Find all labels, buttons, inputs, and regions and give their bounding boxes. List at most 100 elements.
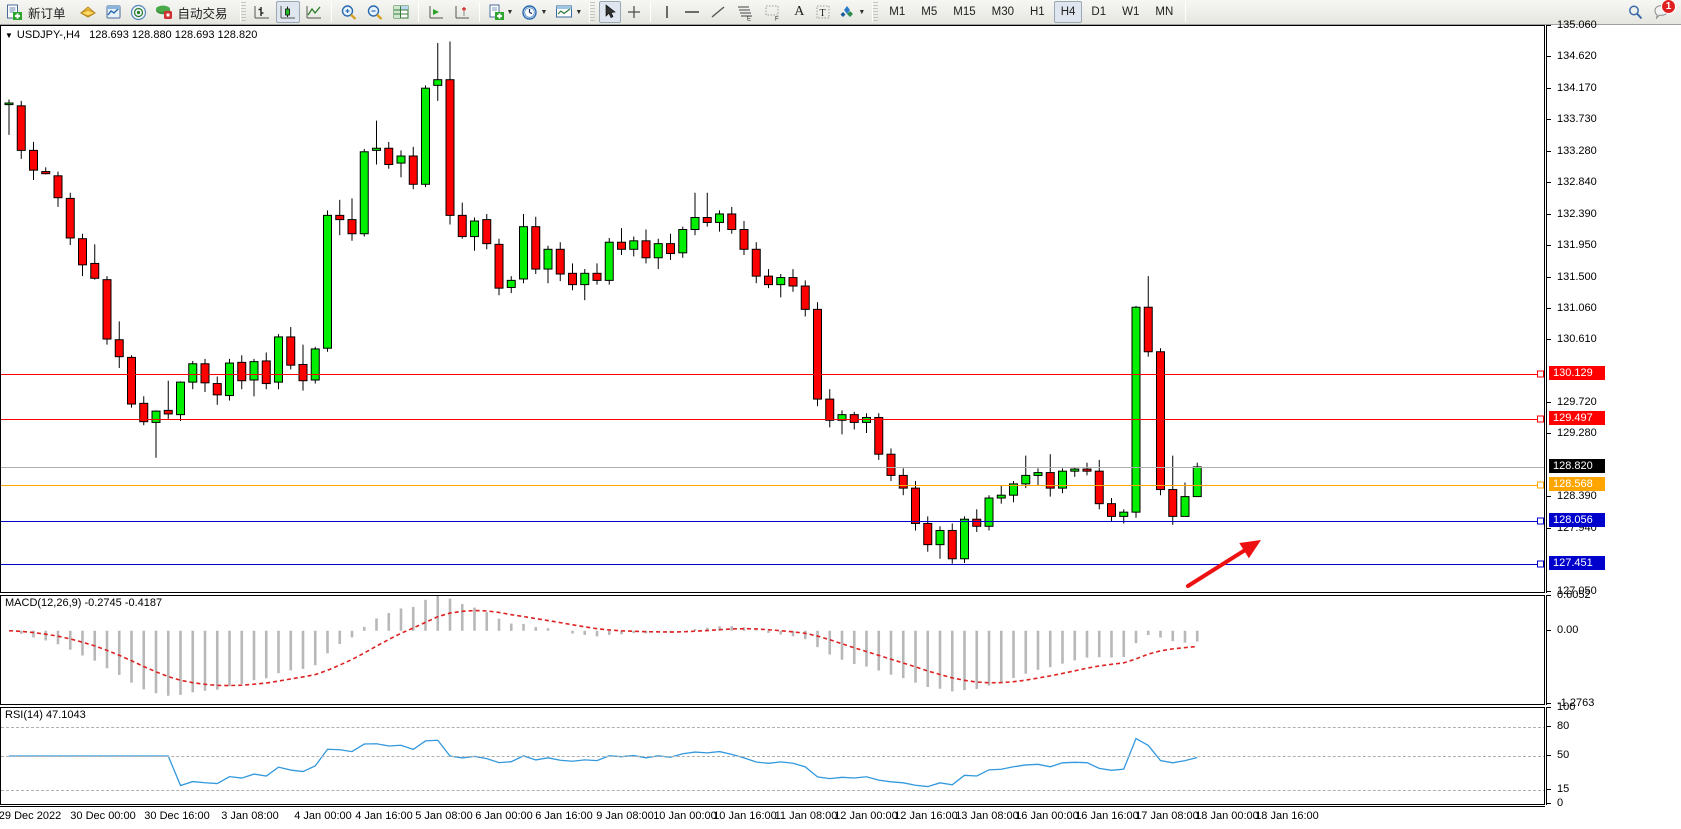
chevron-down-icon-2[interactable]: ▼ [540,8,548,16]
fibonacci-button[interactable]: E [732,1,758,23]
line-chart-icon [306,5,321,18]
price-tick: 132.840 [1547,176,1681,188]
time-axis[interactable]: 29 Dec 2022 30 Dec 00:00 30 Dec 16:00 3 Jan… [0,806,1545,829]
support-line-2[interactable] [1,563,1544,565]
zoom-in-icon [341,4,356,20]
toolbar-divider [330,2,332,22]
timeframe-w1[interactable]: W1 [1122,6,1140,18]
rsi-level-80 [1,727,1544,729]
timeframe-h1[interactable]: H1 [1030,6,1045,18]
price-tick: 134.620 [1547,50,1681,62]
time-label: 4 Jan 00:00 [294,810,352,822]
trendline-button[interactable] [706,1,730,23]
data-window-button[interactable] [389,1,413,23]
cursor-icon [605,4,616,19]
macd-series [8,596,1199,696]
period-icon [522,4,538,20]
resistance-line-1-handle[interactable] [1537,370,1544,378]
new-order-button[interactable]: 新订单 [3,1,74,23]
period-button[interactable]: ▼ [518,1,550,23]
autotrade-button[interactable]: 自动交易 [152,1,236,23]
crosshair-button[interactable] [623,1,645,23]
last-price-line[interactable] [1,466,1544,468]
price-tick: 129.280 [1547,427,1681,439]
bar-chart-button[interactable] [250,1,274,23]
chevron-down-icon-3[interactable]: ▼ [575,8,583,16]
chart-root[interactable]: ▼ USDJPY-,H4 128.693 128.880 128.693 128… [0,19,1681,829]
candlestick-chart-button[interactable] [275,1,300,23]
rsi-level-15 [1,789,1544,791]
zoom-in-button[interactable] [337,1,361,23]
auto-scroll-button[interactable] [450,1,474,23]
pivot-line-tag[interactable]: 128.568 [1549,476,1605,491]
time-label: 12 Jan 16:00 [894,810,958,822]
svg-text:T: T [820,8,826,19]
resistance-line-2[interactable] [1,419,1544,421]
vertical-line-button[interactable] [656,1,678,23]
zoom-out-button[interactable] [363,1,387,23]
templates-button[interactable]: ▼ [552,1,585,23]
equidistant-channel-button[interactable]: F [760,1,786,23]
text-label-button[interactable]: A [788,1,810,23]
pivot-line[interactable] [1,484,1544,486]
candlestick-chart-icon [280,5,295,18]
rsi-pane[interactable]: RSI(14) 47.1043 [0,707,1545,805]
resistance-line-1-tag[interactable]: 130.129 [1549,366,1605,381]
timeframe-m1[interactable]: M1 [889,6,906,18]
time-label: 30 Dec 00:00 [70,810,136,822]
macd-axis: 0.6052 0.00 -1.2763 [1546,589,1681,709]
text-icon: T [816,5,830,19]
notification-badge: 1 [1661,0,1676,14]
expert-advisor-button[interactable] [76,1,100,23]
macd-tick: 0.6052 [1547,589,1681,601]
horizontal-line-button[interactable] [680,1,704,23]
timeframe-h4[interactable]: H4 [1053,1,1083,23]
timeframe-m30[interactable]: M30 [991,6,1014,18]
time-label: 16 Jan 16:00 [1075,810,1139,822]
macd-pane[interactable]: MACD(12,26,9) -0.2745 -0.4187 [0,595,1545,705]
support-line-1-tag[interactable]: 128.056 [1549,512,1605,527]
rsi-tick: 50 [1547,749,1681,761]
pivot-line-handle[interactable] [1537,481,1544,489]
time-label: 18 Jan 16:00 [1255,810,1319,822]
toolbar-separator-3 [872,2,879,22]
signals-button[interactable] [127,1,150,23]
support-line-1-handle[interactable] [1537,517,1544,525]
chart-shift-button[interactable] [424,1,448,23]
text-button[interactable]: T [812,1,834,23]
indicators-button[interactable]: ▼ [485,1,517,23]
search-icon [1629,5,1643,19]
price-pane[interactable]: ▼ USDJPY-,H4 128.693 128.880 128.693 128… [0,25,1545,593]
time-label: 18 Jan 00:00 [1195,810,1259,822]
search-button[interactable] [1624,1,1648,23]
price-axis[interactable]: 135.060 134.620 134.170 133.730 133.280 132.8… [1546,19,1681,597]
price-tick: 127.050 [1547,585,1681,597]
chevron-down-icon[interactable]: ▼ [506,8,514,16]
cursor-button[interactable] [599,1,622,23]
shapes-button[interactable]: ▼ [836,1,868,23]
support-line-2-tag[interactable]: 127.451 [1549,555,1605,570]
chevron-down-icon-4[interactable]: ▼ [858,8,866,16]
resistance-line-2-handle[interactable] [1537,415,1544,423]
rsi-series [9,737,1198,788]
timeframe-m5[interactable]: M5 [921,6,938,18]
autotrade-label: 自动交易 [177,6,228,21]
timeframe-mn[interactable]: MN [1155,6,1174,18]
resistance-line-1[interactable] [1,374,1544,376]
strategy-tester-button[interactable] [102,1,125,23]
price-tick: 131.060 [1547,302,1681,314]
last-price-line-tag[interactable]: 128.820 [1549,458,1605,473]
resistance-line-2-tag[interactable]: 129.497 [1549,411,1605,426]
time-label: 29 Dec 2022 [0,810,62,822]
svg-text:E: E [747,16,751,21]
notifications-button[interactable]: 1 [1650,0,1676,23]
support-line-1[interactable] [1,520,1544,522]
timeframe-m15[interactable]: M15 [953,6,976,18]
time-label: 6 Jan 16:00 [535,810,593,822]
time-label: 17 Jan 08:00 [1135,810,1199,822]
support-line-2-handle[interactable] [1537,560,1544,568]
line-chart-button[interactable] [302,1,326,23]
timeframe-d1[interactable]: D1 [1091,6,1107,18]
rsi-level-50 [1,756,1544,757]
price-tick: 134.170 [1547,82,1681,94]
